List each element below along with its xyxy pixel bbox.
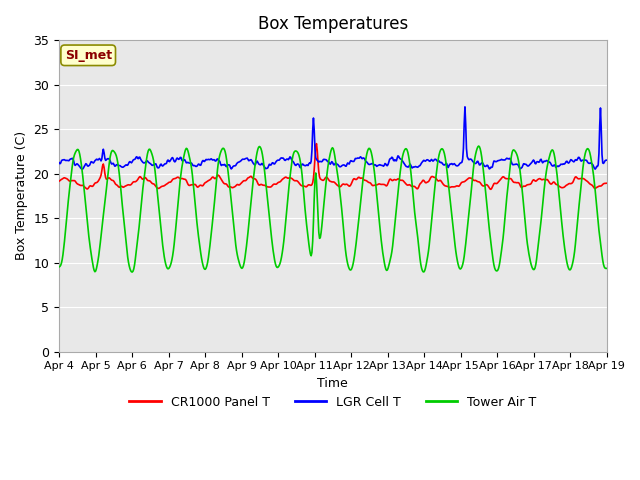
Text: SI_met: SI_met (65, 49, 112, 62)
Legend: CR1000 Panel T, LGR Cell T, Tower Air T: CR1000 Panel T, LGR Cell T, Tower Air T (125, 391, 541, 414)
Y-axis label: Box Temperature (C): Box Temperature (C) (15, 131, 28, 260)
Title: Box Temperatures: Box Temperatures (258, 15, 408, 33)
X-axis label: Time: Time (317, 377, 348, 390)
